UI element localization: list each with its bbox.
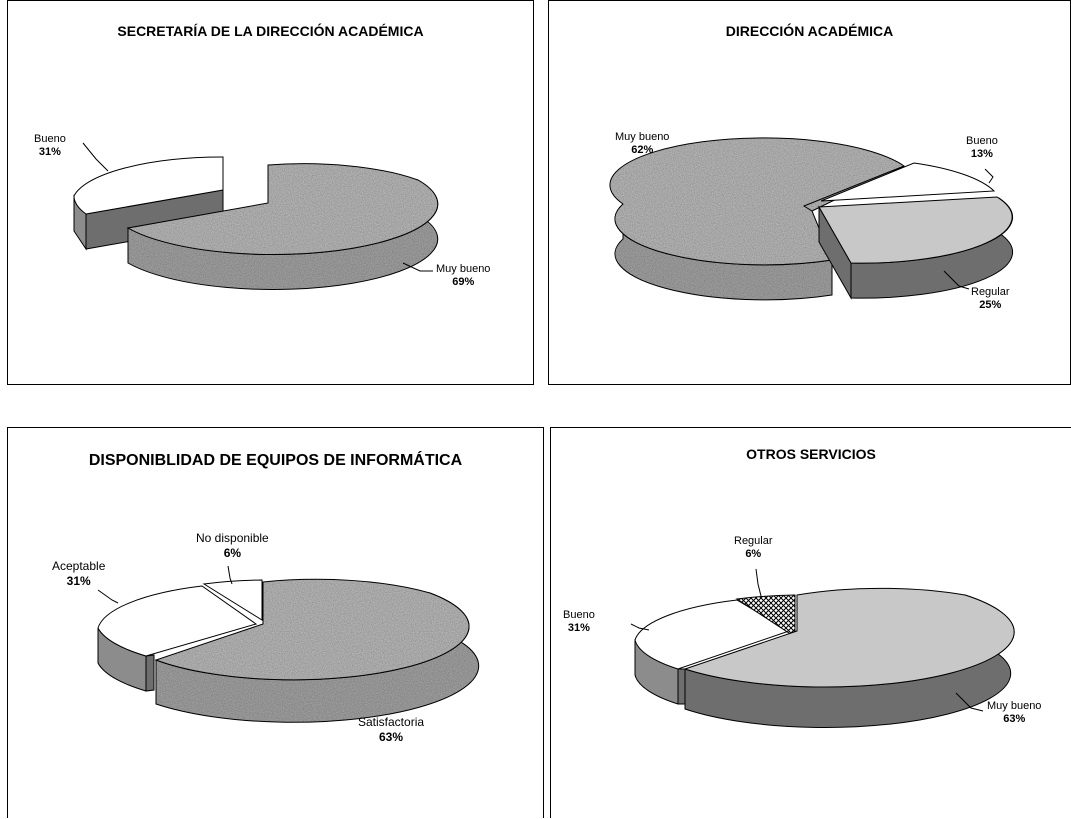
pie-slice-muy-bueno-edge [802,165,905,212]
leader-line-muy-bueno [402,262,433,272]
leader-line-regular [755,568,762,597]
pie-slice-muy-bueno [683,587,1015,688]
leader-line-regular [943,270,970,290]
slice-label-muy-bueno: Muy bueno 62% [615,131,669,157]
slice-name: Regular [971,286,1010,298]
pie-chart-secretaria [73,142,439,291]
chart-panel-secretaria: SECRETARÍA DE LA DIRECCIÓN ACADÉMICA Bue… [7,0,534,385]
slice-value: 62% [631,144,654,156]
slice-label-regular: Regular 25% [971,286,1010,312]
slice-name: Bueno [966,135,998,147]
slice-value: 6% [745,548,762,560]
slice-label-bueno: Bueno 31% [34,133,66,159]
pie-chart-disponibilidad [97,565,480,723]
chart-title: OTROS SERVICIOS [746,446,876,462]
pie-slice-muy-bueno [609,137,905,266]
chart-panel-direccion: DIRECCIÓN ACADÉMICA Muy bueno 62% Bueno … [548,0,1071,385]
pie-slice-bueno [634,599,791,670]
pie-slice-bueno [820,162,996,202]
slice-label-aceptable: Aceptable 31% [52,559,105,589]
slice-label-bueno: Bueno 13% [966,135,998,161]
slice-value: 31% [567,622,590,634]
pie-slice-no-disponible [202,579,263,621]
pie-slice-aceptable [97,585,258,657]
leader-line-no-disponible [227,565,233,585]
leader-line-aceptable [97,589,119,604]
slice-name: Muy bueno [615,131,670,143]
slice-value: 63% [1003,713,1026,725]
slice-label-muy-bueno: Muy bueno 69% [436,263,490,289]
pie-slice-regular [818,196,1013,264]
chart-panel-otros-servicios: OTROS SERVICIOS Regular 6% Bueno 31% Muy… [550,427,1071,818]
slice-name: Muy bueno [987,700,1042,712]
slice-name: Aceptable [52,559,106,573]
slice-name: Bueno [563,609,595,621]
slice-label-muy-bueno: Muy bueno 63% [987,700,1041,726]
pie-slice-satisfactoria [154,578,470,681]
pie-slice-side-bueno-cut [677,668,686,705]
chart-panel-disponibilidad: DISPONIBLIDAD DE EQUIPOS DE INFORMÁTICA … [7,427,544,818]
slice-value: 25% [979,299,1002,311]
chart-title: DISPONIBLIDAD DE EQUIPOS DE INFORMÁTICA [88,452,463,469]
slice-name: No disponible [196,531,269,545]
slice-label-regular: Regular 6% [734,535,773,561]
slice-value: 6% [223,546,242,560]
slice-label-satisfactoria: Satisfactoria 63% [358,715,424,745]
pie-chart-otros-servicios [630,568,1015,729]
slice-name: Regular [734,535,773,547]
slice-value: 31% [66,574,91,588]
slice-name: Bueno [34,133,66,145]
leader-line-bueno [984,168,994,184]
pie-slice-bueno [73,156,224,215]
slice-value: 31% [38,146,61,158]
slice-label-no-disponible: No disponible 6% [196,531,269,561]
chart-title: SECRETARÍA DE LA DIRECCIÓN ACADÉMICA [117,23,424,39]
chart-title: DIRECCIÓN ACADÉMICA [725,23,894,39]
pie-slice-side-aceptable-cut [145,654,155,692]
slice-value: 69% [452,276,475,288]
pie-slice-muy-bueno [126,163,439,256]
pie-chart-direccion [609,137,1014,301]
pie-slice-regular [735,594,796,638]
slice-name: Satisfactoria [358,715,425,729]
slice-label-bueno: Bueno 31% [563,609,595,635]
slice-name: Muy bueno [436,263,491,275]
slice-value: 63% [379,730,404,744]
leader-line-bueno [630,623,650,631]
leader-line-bueno [82,142,109,172]
slice-value: 13% [970,148,993,160]
leader-line-muy-bueno [955,692,984,712]
